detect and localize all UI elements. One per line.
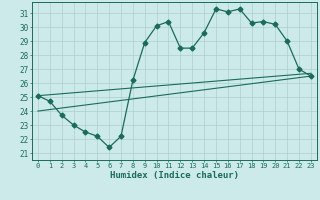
X-axis label: Humidex (Indice chaleur): Humidex (Indice chaleur) — [110, 171, 239, 180]
